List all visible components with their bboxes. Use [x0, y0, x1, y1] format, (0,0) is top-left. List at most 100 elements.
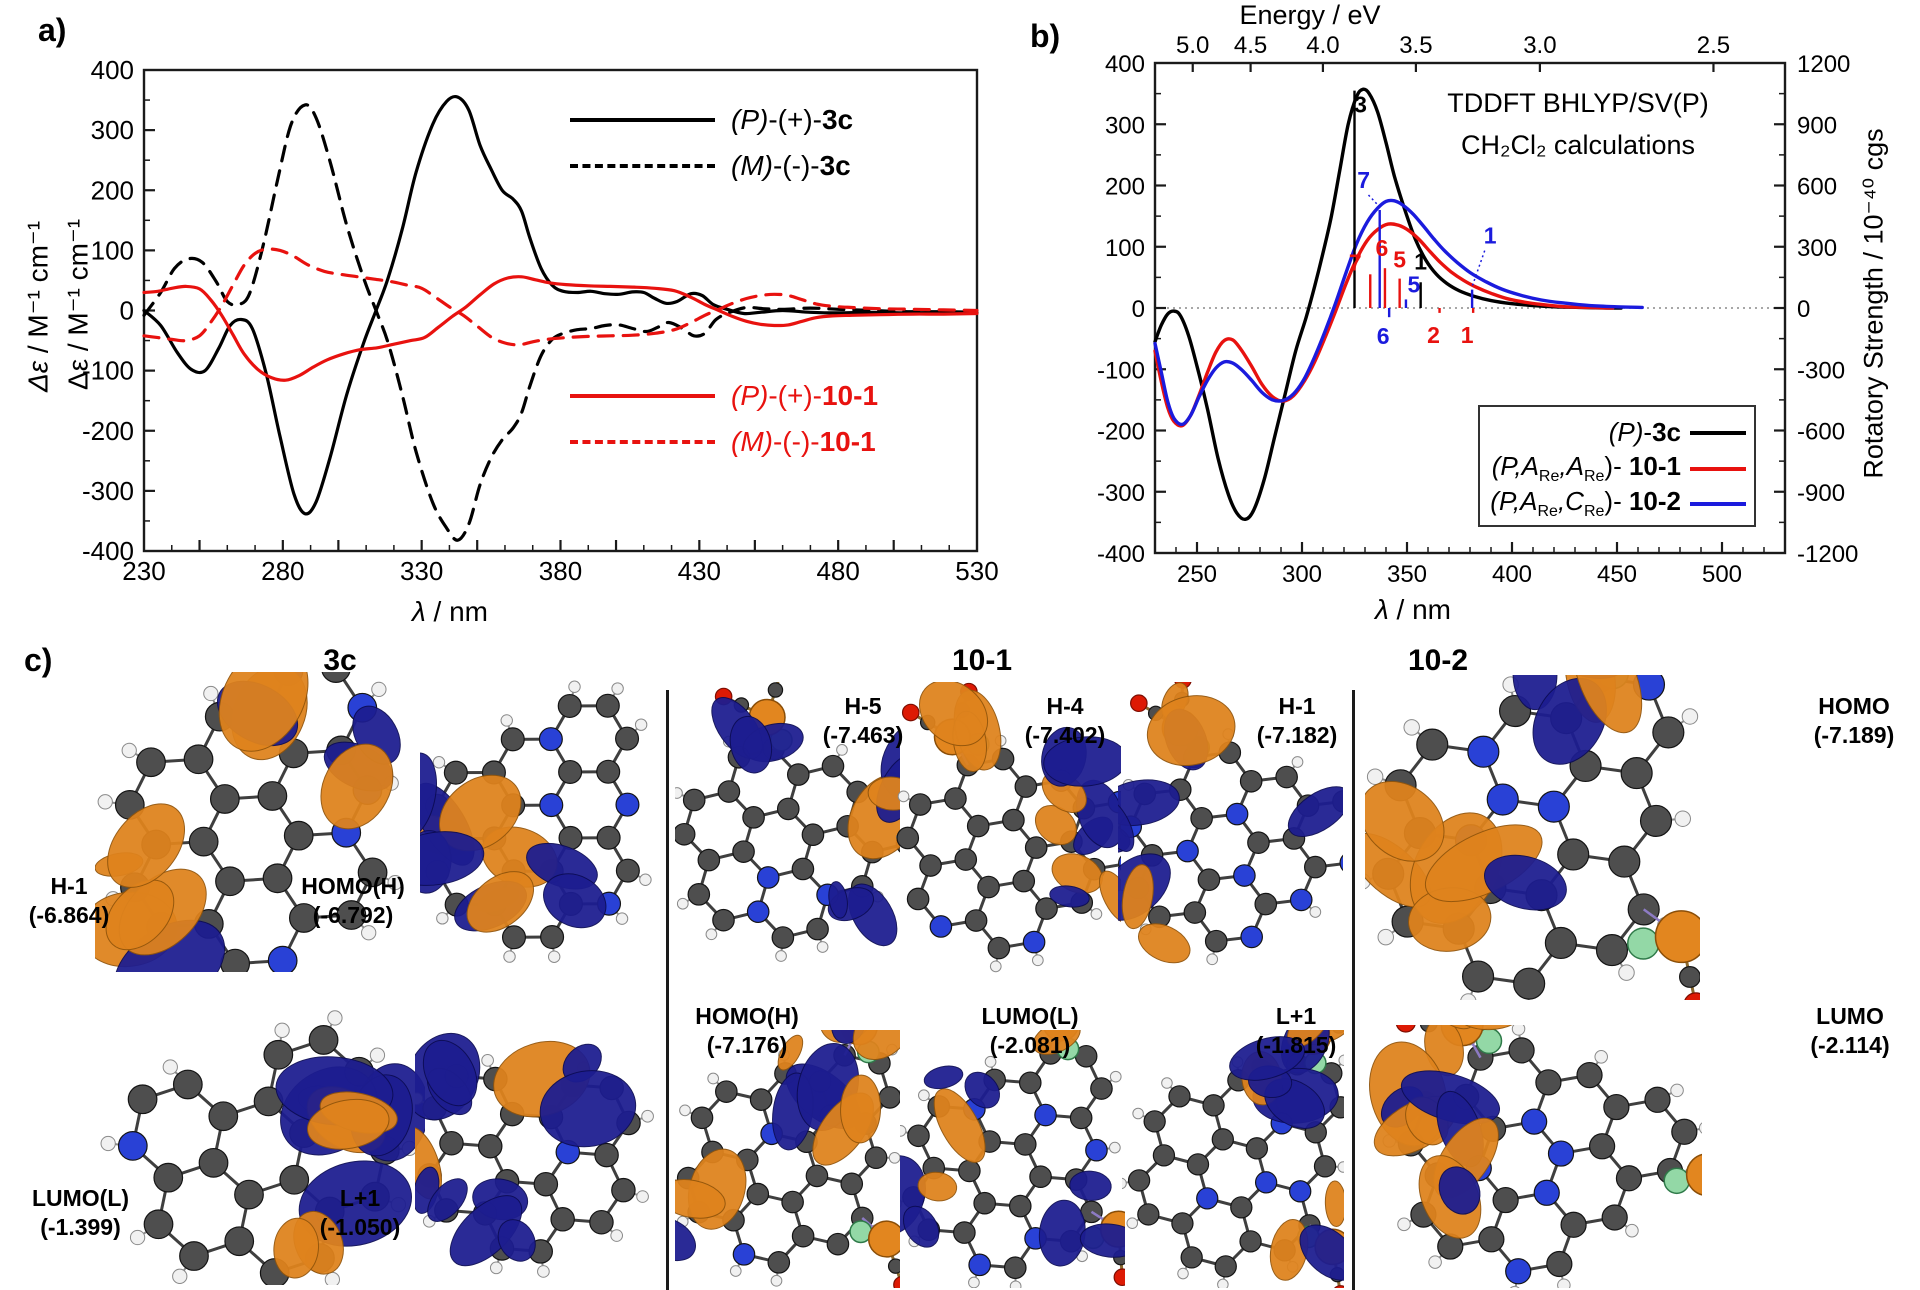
orbital-lobes: [711, 697, 900, 947]
stick-label: 7: [1357, 167, 1370, 193]
tick-label: 200: [91, 175, 134, 205]
tick-label: 430: [678, 556, 721, 586]
section-title-10-2: 10-2: [1407, 644, 1469, 677]
orbital-image-10-1-h1: [1118, 682, 1343, 997]
tick-label: -100: [82, 356, 134, 386]
legend-label: (P)-(+)-3c: [731, 104, 854, 135]
series-M---3c: [142, 103, 979, 542]
tick-label: 1200: [1797, 51, 1850, 78]
stick-label: 7: [1349, 249, 1362, 275]
tick-label: 280: [261, 556, 304, 586]
panel-b-top-axis-title: Energy / eV: [1239, 0, 1381, 30]
series-P--10-1: [142, 275, 979, 382]
tick-label: -100: [1097, 357, 1145, 384]
legend-label: (M)-(-)-3c: [731, 150, 851, 181]
orbital-label: H-1 (-7.182): [1256, 693, 1338, 748]
orbital-image-3c-h1: [95, 672, 435, 972]
legend-entry: (M)-(-)-3c: [570, 148, 851, 184]
legend-line-sample: [1690, 501, 1746, 506]
orbital-label: HOMO(H) (-7.176): [695, 1003, 799, 1058]
tick-label: 200: [1105, 174, 1145, 201]
orbital-image-10-1-h4: [896, 682, 1121, 997]
tick-label: 250: [1177, 561, 1217, 588]
section-divider: [666, 690, 669, 1290]
stick-label: 5: [1408, 271, 1421, 297]
molecule-graphic: [675, 1030, 900, 1288]
tick-label: 0: [1132, 296, 1145, 323]
stick-label: 3: [1354, 92, 1367, 118]
series-M---10-1: [142, 247, 979, 347]
orbital-image-3c-l1: [415, 995, 660, 1285]
series-PAReCRe-10-2: [1153, 198, 1644, 427]
molecule-graphic: [1369, 1025, 1702, 1288]
molecule-graphic: [675, 682, 900, 962]
legend-line-sample: [1690, 430, 1746, 435]
stick-label: 6: [1377, 323, 1390, 349]
tick-label: 500: [1702, 561, 1742, 588]
tick-label: -300: [82, 476, 134, 506]
tick-label: 350: [1387, 561, 1427, 588]
orbital-lobes: [273, 1056, 425, 1279]
tick-label: 300: [91, 115, 134, 145]
panel-a-x-axis-title: λ / nm: [411, 596, 488, 627]
hydrogens: [1365, 676, 1699, 1000]
orbital-image-10-1-lumo: [900, 1030, 1125, 1288]
molecule-graphic: [100, 1010, 425, 1285]
molecule-graphic: [95, 672, 403, 972]
tick-label: 100: [1105, 235, 1145, 262]
panel-a-tag: a): [38, 12, 67, 48]
tick-label: -400: [82, 536, 134, 566]
tick-label: 3.0: [1523, 32, 1556, 59]
orbital-label: LUMO(L) (-1.399): [31, 1185, 130, 1240]
tick-label: 400: [1105, 51, 1145, 78]
atoms: [896, 747, 1121, 960]
tick-label: 300: [1797, 235, 1837, 262]
atoms: [1119, 741, 1343, 953]
molecule-graphic: [1122, 1030, 1344, 1288]
tick-label: 530: [955, 556, 998, 586]
tick-label: -300: [1797, 357, 1845, 384]
orbital-lobes: [1118, 682, 1343, 964]
tick-label: 5.0: [1176, 32, 1209, 59]
orbital-lobes: [675, 1030, 900, 1262]
orbital-image-3c-lumo: [95, 985, 425, 1285]
series-P-3c: [1153, 87, 1623, 522]
metal-centers: [1395, 1025, 1702, 1196]
plot-box: [142, 68, 979, 553]
stick-label: 2: [1427, 322, 1440, 348]
tick-label: 330: [400, 556, 443, 586]
orbital-image-10-2-homo: [1365, 675, 1700, 1000]
molecule-graphic: [1365, 675, 1700, 1000]
orbital-lobes: [95, 672, 401, 972]
molecule-graphic: [900, 1030, 1125, 1288]
tick-label: -400: [1097, 541, 1145, 568]
hydrogens: [420, 680, 652, 963]
stick-label: 1: [1461, 322, 1474, 348]
tick-label: 300: [1105, 112, 1145, 139]
stick-label: 1: [1414, 248, 1427, 274]
molecule-graphic: [420, 680, 652, 963]
stick-label: 6: [1376, 235, 1389, 261]
legend-line-sample: [570, 118, 715, 122]
legend-line-sample: [570, 394, 715, 398]
stick-connector: [1367, 194, 1381, 208]
tick-label: 380: [539, 556, 582, 586]
orbital-image-10-1-l1: [1122, 1030, 1344, 1288]
panel-b-legend: (P)-3c (P,ARe,ARe)- 10-1 (P,ARe,CRe)- 10…: [1478, 405, 1756, 527]
calculation-note-line2: CH₂Cl₂ calculations: [1460, 130, 1696, 160]
tick-label: 480: [816, 556, 859, 586]
legend-entry: (P)-(+)-10-1: [570, 378, 878, 414]
tick-label: 900: [1797, 112, 1837, 139]
orbital-image-10-1-homo: [675, 1030, 900, 1288]
stick-label: 1: [1484, 223, 1497, 249]
tick-label: 450: [1597, 561, 1637, 588]
tick-label: 100: [91, 235, 134, 265]
tick-label: -600: [1797, 419, 1845, 446]
orbital-label: HOMO(H) (-6.792): [301, 873, 405, 928]
panel-a-y-axis-title: Δε / M⁻¹ cm⁻¹: [22, 220, 54, 393]
orbital-label: H-4 (-7.402): [1024, 693, 1106, 748]
legend-entry: (P)-(+)-3c: [570, 102, 853, 138]
molecule-graphic: [896, 682, 1121, 973]
spectra-charts: 230 280 330 380 430 480 5304003002001000-100-2…: [82, 32, 1858, 588]
